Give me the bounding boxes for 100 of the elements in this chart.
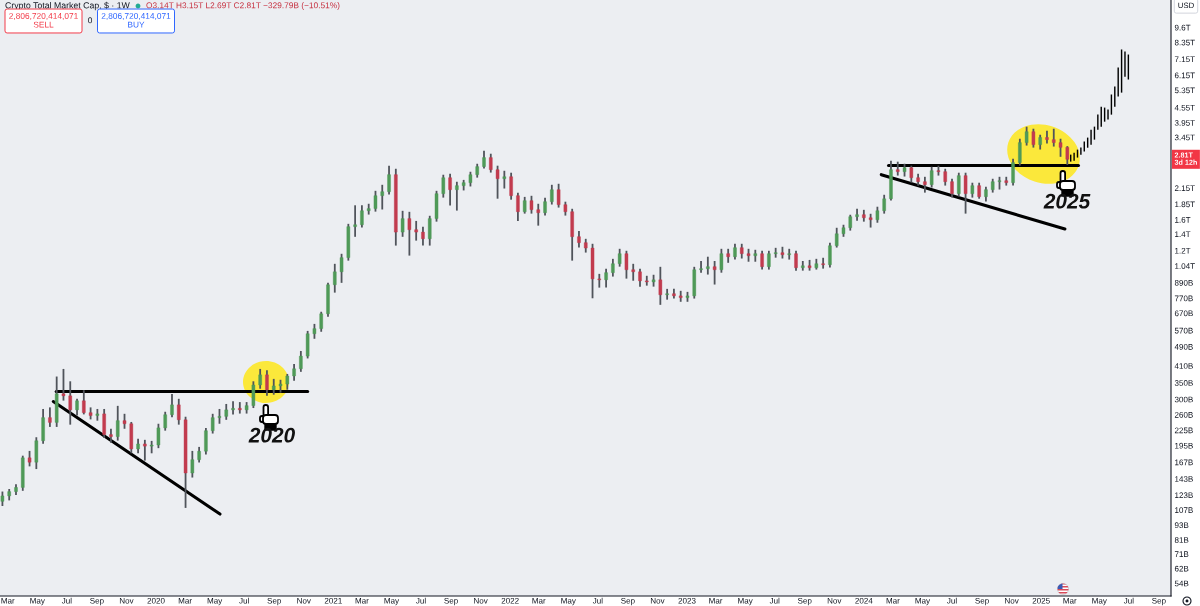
candlestick	[801, 260, 805, 271]
y-tick-label: 8.35T	[1174, 39, 1195, 46]
candlestick	[929, 166, 934, 188]
annotation: 2020	[248, 427, 295, 443]
candlestick	[794, 250, 798, 271]
y-tick-label: 570B	[1174, 327, 1193, 334]
x-tick-label: May	[1092, 597, 1107, 606]
annotation: 2025	[1043, 193, 1091, 209]
candlestick	[414, 220, 418, 241]
candlestick	[407, 211, 412, 256]
candlestick	[1045, 130, 1049, 144]
y-tick-label: 1.85T	[1175, 201, 1195, 208]
candlestick	[115, 405, 120, 441]
x-tick-label: Nov	[827, 597, 842, 604]
candlestick	[156, 423, 161, 449]
candlestick	[509, 172, 513, 200]
y-tick-label: 143B	[1175, 476, 1193, 482]
candlestick	[400, 210, 405, 237]
y-tick-label: 410B	[1174, 363, 1193, 369]
candlestick	[1011, 158, 1015, 186]
candlestick	[41, 408, 45, 444]
candlestick	[896, 161, 900, 176]
candlestick	[963, 172, 968, 214]
y-tick-label: 167B	[1175, 459, 1193, 466]
candlestick	[597, 273, 602, 288]
candlestick	[360, 205, 364, 228]
x-tick-label: May	[915, 597, 931, 606]
x-tick-label: Sep	[975, 597, 989, 606]
y-tick-label: 260B	[1174, 412, 1193, 418]
candlestick	[448, 173, 452, 206]
x-tick-label: May	[561, 597, 576, 606]
candlestick	[699, 260, 703, 273]
y-tick-label: 54B	[1174, 580, 1189, 587]
annotation: 0	[88, 17, 93, 24]
candlestick	[238, 402, 242, 414]
candlestick	[353, 205, 357, 237]
x-tick-label: 2022	[501, 597, 519, 604]
candlestick	[787, 248, 791, 260]
candlestick	[726, 248, 730, 263]
candlestick	[495, 165, 500, 199]
y-tick-label: 890B	[1174, 279, 1193, 286]
candlestick	[773, 247, 778, 258]
y-tick-label: 107B	[1175, 507, 1193, 513]
annotation: O3.14T H3.15T L2.69T C2.81T −329.79B (−10.51%)	[146, 2, 340, 10]
candlestick	[109, 428, 113, 443]
candlestick	[387, 165, 391, 195]
x-tick-label: Mar	[1063, 597, 1077, 604]
y-tick-label: 1.6T	[1175, 217, 1191, 223]
y-tick-label: 1.4T	[1175, 231, 1191, 237]
candlestick	[719, 248, 724, 273]
y-tick-label: 195B	[1175, 442, 1193, 449]
x-tick-label: Jul	[769, 597, 780, 604]
y-tick-label: 3.95T	[1174, 120, 1195, 126]
candlestick	[645, 275, 649, 286]
candlestick	[373, 190, 378, 212]
candlestick	[190, 450, 195, 478]
candlestick	[82, 390, 86, 415]
y-tick-label: 71B	[1174, 551, 1189, 557]
x-tick-label: Nov	[474, 597, 488, 604]
candlestick	[658, 266, 663, 305]
y-tick-label: 490B	[1174, 344, 1193, 350]
x-tick-label: May	[207, 597, 223, 606]
x-tick-label: Mar	[886, 597, 900, 604]
candlestick	[441, 174, 446, 198]
y-tick-label: 225B	[1174, 427, 1193, 434]
candlestick	[868, 213, 873, 228]
y-tick-label: 4.55T	[1174, 104, 1195, 111]
candlestick	[536, 203, 540, 226]
x-tick-label: Nov	[297, 597, 311, 604]
x-tick-label: 2020	[147, 597, 165, 604]
x-tick-label: Sep	[1152, 597, 1166, 606]
x-tick-label: Jul	[946, 597, 957, 604]
y-tick-label: 770B	[1174, 295, 1193, 302]
candlestick	[706, 256, 710, 275]
x-tick-label: Mar	[532, 597, 546, 604]
candlestick	[753, 249, 758, 262]
y-tick-label: 1.2T	[1175, 247, 1191, 254]
y-tick-label: 81B	[1174, 537, 1189, 543]
x-tick-label: Sep	[797, 597, 812, 606]
y-tick-label: 670B	[1174, 310, 1193, 317]
candlestick	[1052, 128, 1056, 147]
candlestick	[95, 408, 100, 421]
y-tick-label: 2.15T	[1174, 185, 1195, 192]
x-tick-label: May	[30, 597, 45, 606]
candlestick	[428, 215, 432, 246]
candlestick	[366, 203, 371, 215]
y-tick-label: 350B	[1174, 380, 1193, 386]
candlestick	[855, 208, 859, 221]
candlestick	[265, 370, 269, 396]
candlestick	[556, 183, 561, 208]
x-tick-label: Sep	[267, 597, 282, 606]
candlestick	[712, 260, 717, 285]
x-tick-label: 2024	[855, 597, 873, 604]
y-tick-label: 9.6T	[1174, 24, 1191, 31]
x-tick-label: Jul	[592, 597, 603, 604]
x-tick-label: Sep	[444, 597, 458, 606]
candlestick	[231, 401, 235, 415]
candlestick	[177, 398, 181, 425]
candlestick	[68, 381, 72, 425]
x-tick-label: May	[738, 597, 753, 606]
